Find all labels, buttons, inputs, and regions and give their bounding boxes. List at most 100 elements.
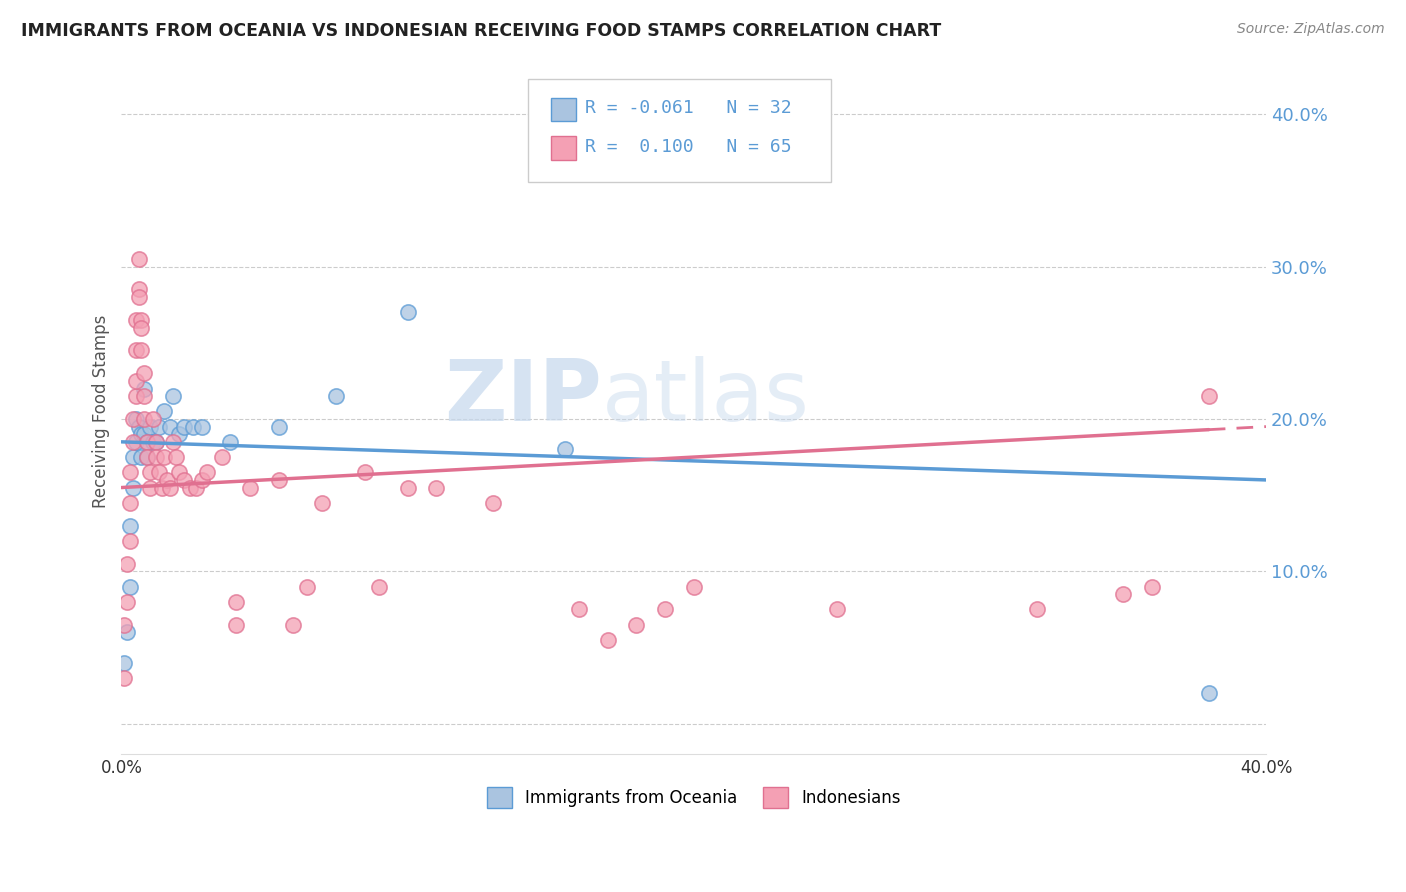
FancyBboxPatch shape: [527, 78, 831, 182]
Point: [125, 389, 148, 403]
Point: [134, 427, 156, 442]
Point: [131, 343, 153, 358]
Point: [219, 434, 242, 449]
Point: [173, 419, 195, 434]
Point: [145, 434, 167, 449]
Point: [482, 496, 505, 510]
Point: [1112, 587, 1135, 601]
Point: [139, 481, 162, 495]
Point: [153, 450, 176, 464]
Point: [131, 427, 153, 442]
Point: [162, 434, 184, 449]
Text: Source: ZipAtlas.com: Source: ZipAtlas.com: [1237, 22, 1385, 37]
Point: [131, 313, 153, 327]
Point: [1026, 602, 1049, 616]
Point: [134, 366, 156, 380]
Point: [136, 450, 159, 464]
Point: [139, 466, 162, 480]
Point: [159, 419, 181, 434]
Point: [145, 450, 167, 464]
Point: [425, 481, 447, 495]
Point: [134, 382, 156, 396]
Point: [136, 434, 159, 449]
Point: [173, 473, 195, 487]
Point: [131, 320, 153, 334]
Text: IMMIGRANTS FROM OCEANIA VS INDONESIAN RECEIVING FOOD STAMPS CORRELATION CHART: IMMIGRANTS FROM OCEANIA VS INDONESIAN RE…: [21, 22, 942, 40]
Point: [156, 473, 179, 487]
Point: [225, 595, 247, 609]
Point: [112, 617, 135, 632]
Point: [311, 496, 333, 510]
Point: [190, 473, 212, 487]
Point: [145, 434, 167, 449]
Point: [195, 466, 218, 480]
Point: [118, 466, 141, 480]
Point: [148, 466, 170, 480]
Point: [122, 412, 145, 426]
Point: [554, 442, 576, 457]
Point: [239, 481, 262, 495]
Point: [112, 671, 135, 685]
Point: [139, 419, 162, 434]
Point: [682, 580, 704, 594]
Point: [134, 412, 156, 426]
Point: [125, 343, 148, 358]
Point: [136, 434, 159, 449]
Point: [128, 419, 150, 434]
Point: [128, 252, 150, 266]
Point: [568, 602, 591, 616]
Point: [128, 283, 150, 297]
Point: [353, 466, 375, 480]
Point: [181, 419, 204, 434]
Point: [115, 595, 138, 609]
Text: ZIP: ZIP: [444, 356, 602, 439]
Point: [184, 481, 207, 495]
Point: [626, 617, 648, 632]
Point: [654, 602, 676, 616]
Point: [125, 412, 148, 426]
Point: [125, 313, 148, 327]
Point: [125, 434, 148, 449]
Point: [115, 557, 138, 571]
Bar: [551, 98, 576, 121]
Bar: [551, 136, 576, 160]
Point: [190, 419, 212, 434]
Point: [128, 290, 150, 304]
Point: [142, 412, 165, 426]
Point: [112, 656, 135, 670]
Y-axis label: Receiving Food Stamps: Receiving Food Stamps: [93, 315, 110, 508]
Point: [118, 580, 141, 594]
Point: [122, 450, 145, 464]
Text: R =  0.100   N = 65: R = 0.100 N = 65: [585, 138, 792, 156]
Point: [267, 473, 290, 487]
Point: [281, 617, 304, 632]
Point: [325, 389, 347, 403]
Point: [162, 389, 184, 403]
Point: [1198, 389, 1220, 403]
Point: [118, 518, 141, 533]
Point: [148, 419, 170, 434]
Point: [118, 496, 141, 510]
Point: [125, 374, 148, 388]
Point: [167, 427, 190, 442]
Point: [1140, 580, 1163, 594]
Point: [118, 533, 141, 548]
Point: [596, 632, 619, 647]
Point: [165, 450, 187, 464]
Point: [396, 481, 419, 495]
Point: [297, 580, 319, 594]
Point: [136, 450, 159, 464]
Point: [134, 389, 156, 403]
Point: [150, 481, 173, 495]
Point: [225, 617, 247, 632]
Point: [122, 481, 145, 495]
Point: [267, 419, 290, 434]
Point: [167, 466, 190, 480]
Text: R = -0.061   N = 32: R = -0.061 N = 32: [585, 99, 792, 117]
Legend: Immigrants from Oceania, Indonesians: Immigrants from Oceania, Indonesians: [481, 780, 907, 814]
Point: [368, 580, 391, 594]
Point: [153, 404, 176, 418]
Point: [142, 434, 165, 449]
Point: [115, 625, 138, 640]
Point: [159, 481, 181, 495]
